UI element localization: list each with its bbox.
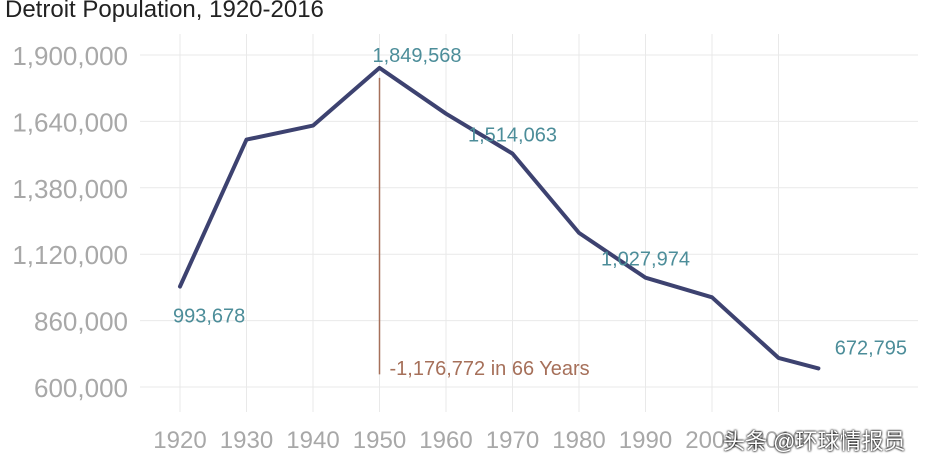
x-tick-label: 2010 (752, 427, 805, 454)
x-tick-label: 1930 (220, 427, 273, 454)
population-series-line (178, 65, 821, 371)
y-tick-label: 600,000 (34, 373, 128, 403)
x-tick-label: 1920 (153, 427, 206, 454)
x-tick-label: 1960 (419, 427, 472, 454)
x-tick-label: 1970 (486, 427, 539, 454)
annotation-label: -1,176,772 in 66 Years (390, 358, 590, 380)
data-label: 1,849,568 (373, 45, 462, 67)
watermark-text: 头条 @环球情报员 (723, 429, 906, 454)
chart-title: Detroit Population, 1920-2016 (5, 0, 324, 23)
data-label: 1,514,063 (468, 125, 557, 147)
data-label: 993,678 (173, 305, 245, 327)
x-tick-label: 1980 (552, 427, 605, 454)
y-tick-label: 860,000 (34, 307, 128, 337)
y-tick-label: 1,900,000 (12, 41, 128, 71)
data-label: 1,027,974 (601, 249, 690, 271)
x-tick-label: 1940 (286, 427, 339, 454)
data-label: 672,795 (835, 337, 907, 359)
x-tick-label: 2000 (685, 427, 738, 454)
y-tick-label: 1,120,000 (12, 240, 128, 270)
y-tick-label: 1,380,000 (12, 174, 128, 204)
x-tick-label: 1950 (353, 427, 406, 454)
y-tick-label: 1,640,000 (12, 107, 128, 137)
x-tick-label: 1990 (619, 427, 672, 454)
